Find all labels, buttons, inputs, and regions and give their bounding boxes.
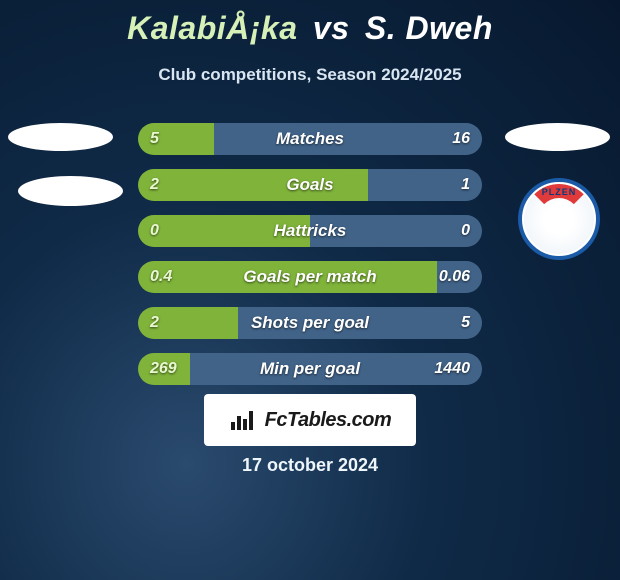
stat-row-fill-right <box>437 261 482 293</box>
stat-row-fill-right <box>310 215 482 247</box>
stat-row: 21Goals <box>138 169 482 201</box>
stat-row-fill-left <box>138 307 238 339</box>
stat-row: 516Matches <box>138 123 482 155</box>
stat-row-fill-right <box>368 169 482 201</box>
brand-box: FcTables.com <box>204 394 416 446</box>
left-placeholder-ellipse-1 <box>8 123 113 151</box>
comparison-title: KalabiÅ¡ka vs S. Dweh <box>0 0 620 47</box>
stat-row: 2691440Min per goal <box>138 353 482 385</box>
stat-row-fill-left <box>138 353 190 385</box>
player-right-name: S. Dweh <box>365 10 493 46</box>
right-placeholder-ellipse <box>505 123 610 151</box>
bar-chart-icon <box>229 408 257 432</box>
stat-row-fill-left <box>138 123 214 155</box>
club-crest-inner: PLZEN <box>524 184 594 254</box>
footer-date: 17 october 2024 <box>0 455 620 476</box>
stat-row-fill-left <box>138 261 437 293</box>
player-left-name: KalabiÅ¡ka <box>127 10 297 46</box>
stat-row-fill-right <box>190 353 482 385</box>
stat-row-fill-left <box>138 169 368 201</box>
left-placeholder-ellipse-2 <box>18 176 123 206</box>
club-crest: PLZEN <box>518 178 600 260</box>
vs-text: vs <box>313 10 350 46</box>
stat-row: 25Shots per goal <box>138 307 482 339</box>
season-subtitle: Club competitions, Season 2024/2025 <box>0 65 620 85</box>
stat-row: 0.40.06Goals per match <box>138 261 482 293</box>
brand-text: FcTables.com <box>265 409 392 432</box>
stat-row-fill-left <box>138 215 310 247</box>
stat-row: 00Hattricks <box>138 215 482 247</box>
stat-row-fill-right <box>238 307 482 339</box>
stat-rows: 516Matches 21Goals 00Hattricks 0.40.06Goals… <box>138 123 482 399</box>
stat-row-fill-right <box>214 123 482 155</box>
club-crest-text: PLZEN <box>524 187 594 197</box>
